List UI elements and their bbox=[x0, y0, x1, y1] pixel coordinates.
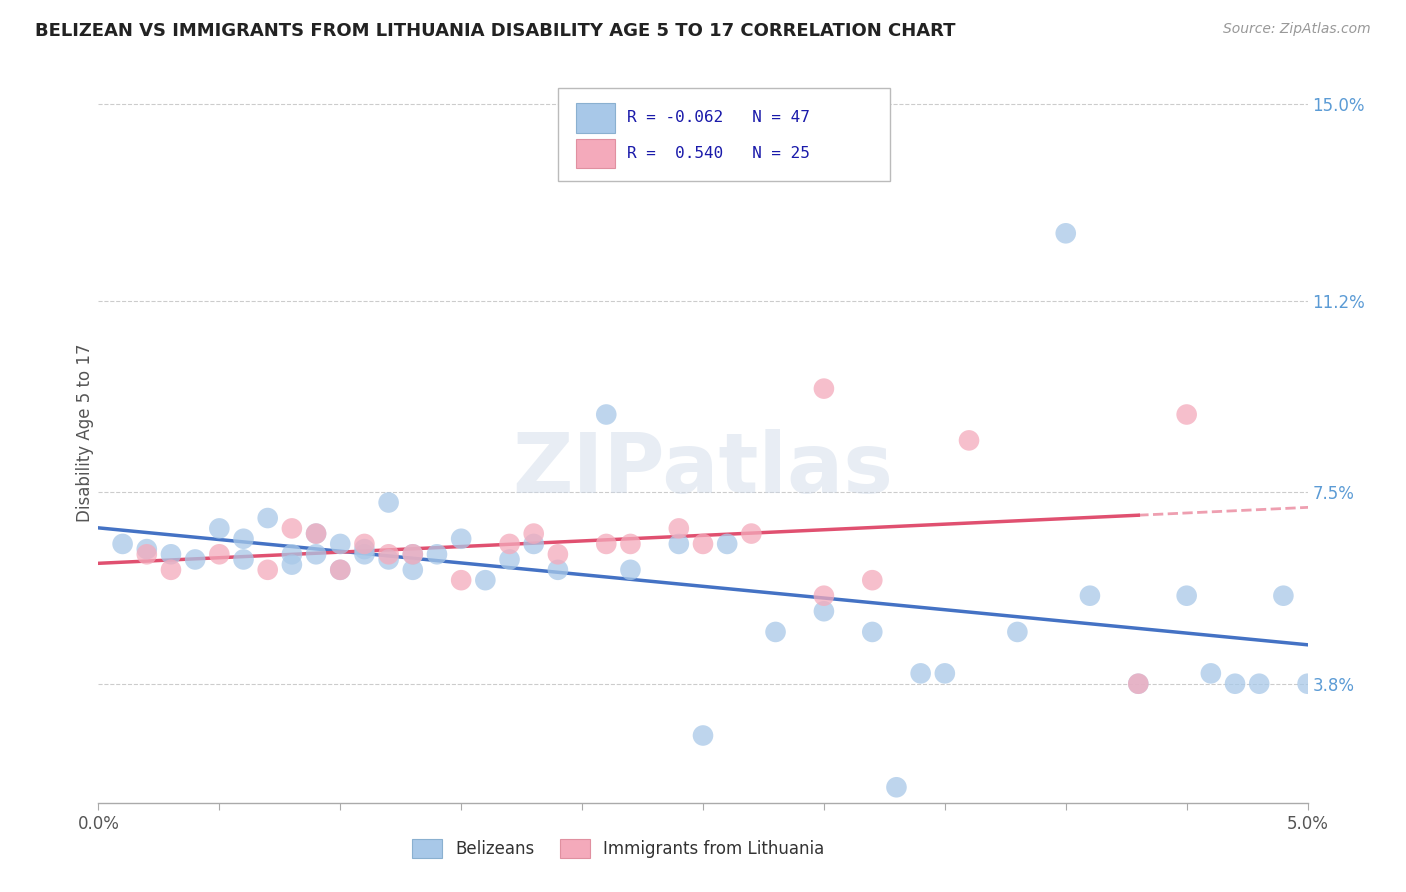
Point bbox=[377, 547, 399, 561]
Point bbox=[450, 532, 472, 546]
Text: BELIZEAN VS IMMIGRANTS FROM LITHUANIA DISABILITY AGE 5 TO 17 CORRELATION CHART: BELIZEAN VS IMMIGRANTS FROM LITHUANIA DI… bbox=[35, 22, 956, 40]
Point bbox=[716, 537, 738, 551]
Point bbox=[740, 526, 762, 541]
Point bbox=[353, 542, 375, 557]
Point bbox=[305, 526, 328, 541]
Point bbox=[402, 547, 425, 561]
Text: Source: ZipAtlas.com: Source: ZipAtlas.com bbox=[1223, 22, 1371, 37]
Point bbox=[377, 495, 399, 509]
Point bbox=[523, 526, 546, 541]
Point bbox=[547, 563, 569, 577]
Point bbox=[135, 547, 157, 561]
Point bbox=[765, 624, 787, 639]
Point bbox=[1272, 589, 1295, 603]
Bar bbox=[576, 138, 614, 169]
Point bbox=[692, 537, 714, 551]
Point bbox=[305, 526, 328, 541]
Point bbox=[1175, 408, 1198, 422]
Point bbox=[595, 408, 617, 422]
Point bbox=[426, 547, 449, 561]
Point bbox=[934, 666, 956, 681]
Point bbox=[135, 542, 157, 557]
Point bbox=[957, 434, 980, 448]
Point bbox=[813, 382, 835, 396]
Point bbox=[160, 547, 183, 561]
Bar bbox=[576, 103, 614, 133]
Point bbox=[813, 589, 835, 603]
Point bbox=[1296, 677, 1319, 691]
Point bbox=[498, 537, 520, 551]
Point bbox=[208, 547, 231, 561]
Point bbox=[1128, 677, 1150, 691]
Point bbox=[184, 552, 207, 566]
Y-axis label: Disability Age 5 to 17: Disability Age 5 to 17 bbox=[76, 343, 94, 522]
Point bbox=[1249, 677, 1271, 691]
Point bbox=[160, 563, 183, 577]
Point bbox=[232, 552, 254, 566]
Point bbox=[329, 563, 352, 577]
Point bbox=[450, 573, 472, 587]
Point bbox=[402, 547, 425, 561]
Point bbox=[1223, 677, 1246, 691]
Point bbox=[595, 537, 617, 551]
Point bbox=[1054, 227, 1077, 241]
Point bbox=[402, 563, 425, 577]
Point bbox=[547, 547, 569, 561]
Point bbox=[353, 547, 375, 561]
Point bbox=[523, 537, 546, 551]
Point bbox=[377, 552, 399, 566]
Point bbox=[329, 563, 352, 577]
Text: ZIPatlas: ZIPatlas bbox=[513, 429, 893, 510]
Point bbox=[1128, 677, 1150, 691]
Point bbox=[281, 547, 304, 561]
Point bbox=[886, 780, 908, 795]
Point bbox=[1175, 589, 1198, 603]
Point bbox=[329, 537, 352, 551]
Text: R = -0.062   N = 47: R = -0.062 N = 47 bbox=[627, 111, 810, 126]
Point bbox=[281, 558, 304, 572]
Point bbox=[1199, 666, 1222, 681]
Point bbox=[668, 537, 690, 551]
Point bbox=[111, 537, 134, 551]
Point bbox=[208, 521, 231, 535]
FancyBboxPatch shape bbox=[558, 88, 890, 181]
Point bbox=[692, 729, 714, 743]
Point bbox=[1078, 589, 1101, 603]
Point bbox=[353, 537, 375, 551]
Legend: Belizeans, Immigrants from Lithuania: Belizeans, Immigrants from Lithuania bbox=[405, 833, 831, 865]
Point bbox=[619, 563, 641, 577]
Point bbox=[1007, 624, 1029, 639]
Point bbox=[305, 547, 328, 561]
Point bbox=[498, 552, 520, 566]
Point bbox=[619, 537, 641, 551]
Point bbox=[256, 511, 278, 525]
Point bbox=[232, 532, 254, 546]
Point bbox=[256, 563, 278, 577]
Point bbox=[668, 521, 690, 535]
Point bbox=[860, 624, 883, 639]
Point bbox=[813, 604, 835, 618]
Text: R =  0.540   N = 25: R = 0.540 N = 25 bbox=[627, 146, 810, 161]
Point bbox=[281, 521, 304, 535]
Point bbox=[910, 666, 932, 681]
Point bbox=[860, 573, 883, 587]
Point bbox=[474, 573, 496, 587]
